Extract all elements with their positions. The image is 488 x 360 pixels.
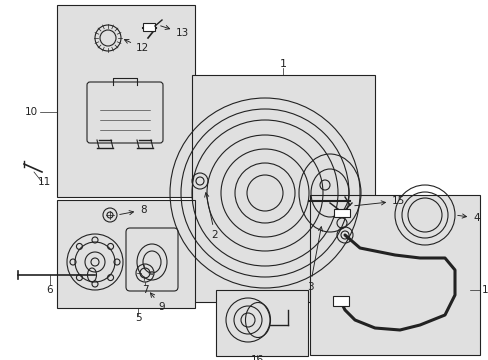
Bar [216,290,307,356]
Text: 11: 11 [38,177,51,187]
Bar [57,200,195,308]
Bar [142,23,155,31]
Text: 12: 12 [124,40,149,53]
Text: 13: 13 [161,26,189,38]
Bar [57,5,195,197]
Text: 9: 9 [150,293,165,312]
Bar [192,75,374,302]
Text: 8: 8 [120,205,146,215]
Text: 10: 10 [25,107,38,117]
Bar [309,195,479,355]
Text: 4: 4 [457,213,479,223]
Bar [332,296,348,306]
Text: 15: 15 [354,196,405,206]
Text: 5: 5 [134,313,141,323]
Text: 2: 2 [204,193,218,240]
Text: 14: 14 [481,285,488,295]
Text: 16: 16 [250,355,263,360]
Text: 1: 1 [279,59,286,69]
Text: 6: 6 [46,285,53,295]
Text: 3: 3 [306,227,322,292]
Bar [333,209,349,217]
Text: 7: 7 [142,285,148,295]
